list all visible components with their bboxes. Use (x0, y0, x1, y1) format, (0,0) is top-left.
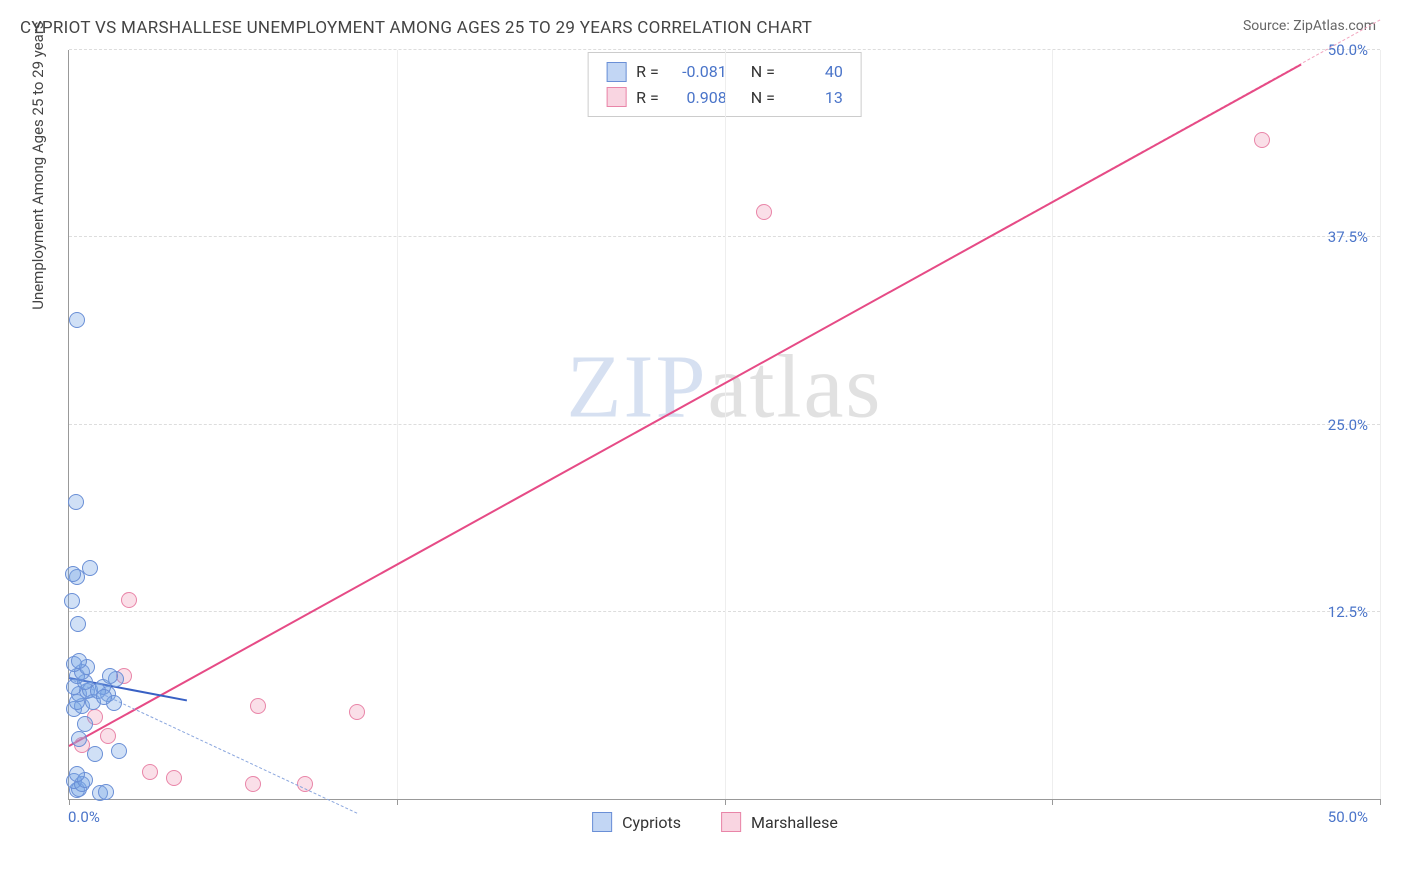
grid-line-vertical (1052, 50, 1053, 799)
y-tick-label: 37.5% (1328, 228, 1368, 246)
data-point-marshallese (121, 592, 137, 608)
x-axis-origin-label: 0.0% (68, 808, 100, 826)
data-point-cypriots (71, 731, 87, 747)
data-point-marshallese (349, 704, 365, 720)
chart-area: Unemployment Among Ages 25 to 29 years Z… (50, 50, 1380, 840)
x-axis-max-label: 50.0% (1328, 808, 1368, 826)
data-point-marshallese (250, 698, 266, 714)
grid-line-vertical (1380, 50, 1381, 799)
data-point-cypriots (68, 494, 84, 510)
legend-item-cypriots: Cypriots (592, 812, 681, 832)
grid-line-vertical (725, 50, 726, 799)
data-point-cypriots (69, 766, 85, 782)
stats-n-label: N = (751, 85, 775, 111)
grid-line-vertical (397, 50, 398, 799)
data-point-marshallese (245, 776, 261, 792)
data-point-marshallese (166, 770, 182, 786)
data-point-marshallese (100, 728, 116, 744)
data-point-marshallese (756, 204, 772, 220)
regression-line (69, 63, 1302, 746)
legend: Cypriots Marshallese (592, 812, 838, 832)
stats-r-label: R = (636, 85, 659, 111)
data-point-cypriots (98, 784, 114, 800)
x-tick (69, 799, 70, 805)
legend-label-marshallese: Marshallese (751, 813, 838, 832)
data-point-cypriots (64, 593, 80, 609)
data-point-cypriots (71, 653, 87, 669)
swatch-cypriots (606, 62, 626, 82)
legend-swatch-cypriots (592, 812, 612, 832)
swatch-marshallese (606, 87, 626, 107)
chart-title: CYPRIOT VS MARSHALLESE UNEMPLOYMENT AMON… (20, 18, 812, 38)
watermark-part1: ZIP (567, 338, 708, 437)
stats-n-label: N = (751, 59, 775, 85)
y-tick-label: 25.0% (1328, 416, 1368, 434)
plot-region: ZIPatlas R = -0.081 N = 40 R = 0.908 N =… (68, 50, 1380, 800)
legend-label-cypriots: Cypriots (622, 813, 681, 832)
x-tick (1380, 799, 1381, 805)
data-point-marshallese (1254, 132, 1270, 148)
x-tick (397, 799, 398, 805)
chart-header: CYPRIOT VS MARSHALLESE UNEMPLOYMENT AMON… (0, 0, 1406, 38)
stats-r-marshallese: 0.908 (669, 85, 727, 111)
y-tick-label: 12.5% (1328, 603, 1368, 621)
y-axis-label: Unemployment Among Ages 25 to 29 years (29, 21, 47, 309)
data-point-cypriots (65, 566, 81, 582)
data-point-marshallese (142, 764, 158, 780)
legend-swatch-marshallese (721, 812, 741, 832)
x-tick (725, 799, 726, 805)
data-point-cypriots (111, 743, 127, 759)
data-point-cypriots (102, 668, 118, 684)
data-point-cypriots (96, 689, 112, 705)
data-point-cypriots (82, 560, 98, 576)
data-point-cypriots (87, 746, 103, 762)
stats-r-cypriots: -0.081 (669, 59, 727, 85)
data-point-cypriots (77, 716, 93, 732)
watermark-part2: atlas (708, 338, 883, 437)
stats-n-cypriots: 40 (785, 59, 843, 85)
stats-r-label: R = (636, 59, 659, 85)
legend-item-marshallese: Marshallese (721, 812, 838, 832)
stats-n-marshallese: 13 (785, 85, 843, 111)
data-point-cypriots (69, 312, 85, 328)
data-point-cypriots (70, 616, 86, 632)
x-tick (1052, 799, 1053, 805)
